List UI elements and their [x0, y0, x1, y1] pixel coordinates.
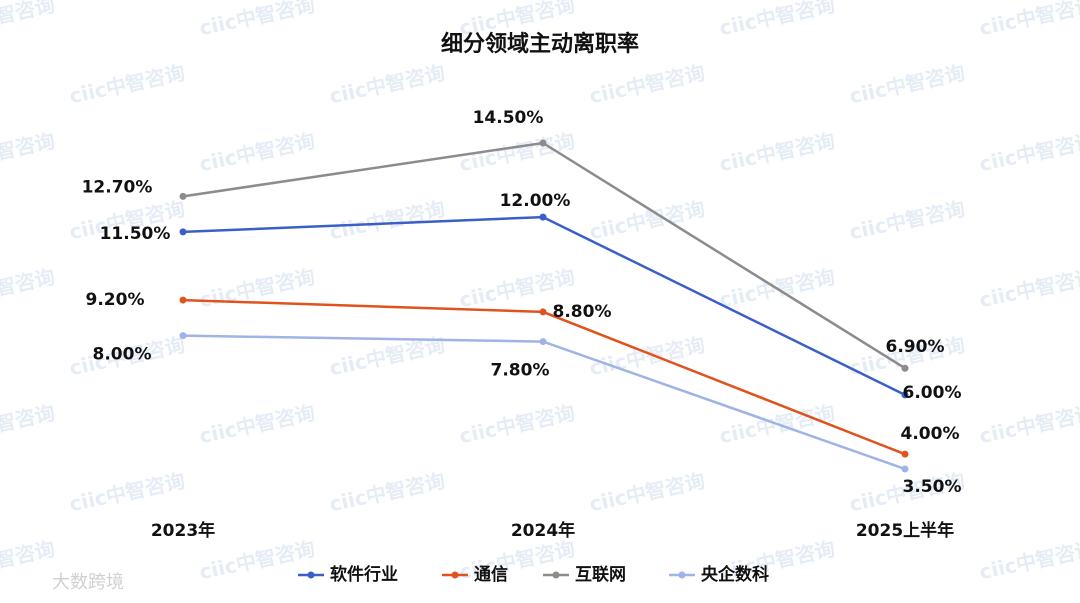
- point: [539, 338, 547, 346]
- corner-watermark: 大数跨境: [52, 572, 124, 593]
- point: [179, 332, 187, 340]
- legend-marker: [451, 571, 459, 579]
- data-label: 4.00%: [901, 424, 960, 444]
- legend-label: 央企数科: [701, 564, 769, 585]
- point: [539, 139, 547, 147]
- point: [179, 192, 187, 200]
- point: [539, 308, 547, 316]
- data-label: 7.80%: [491, 361, 550, 381]
- data-label: 8.80%: [553, 302, 612, 322]
- legend-marker: [552, 571, 560, 579]
- x-tick-label: 2025上半年: [856, 520, 954, 541]
- legend-label: 互联网: [575, 565, 626, 585]
- point: [901, 450, 909, 458]
- point: [901, 364, 909, 372]
- chart-title: 细分领域主动离职率: [441, 31, 639, 57]
- legend-marker: [678, 571, 686, 579]
- data-label: 6.00%: [903, 383, 962, 403]
- point: [901, 391, 909, 399]
- data-label: 12.70%: [82, 177, 153, 197]
- data-label: 12.00%: [500, 191, 571, 211]
- legend-label: 软件行业: [330, 564, 398, 585]
- data-label: 8.00%: [93, 345, 152, 365]
- data-label: 9.20%: [86, 290, 145, 310]
- data-label: 6.90%: [886, 337, 945, 357]
- point: [539, 213, 547, 221]
- legend-marker: [307, 571, 315, 579]
- x-tick-label: 2024年: [511, 520, 575, 541]
- point: [901, 465, 909, 473]
- data-label: 3.50%: [903, 477, 962, 497]
- data-label: 14.50%: [473, 108, 544, 128]
- data-label: 11.50%: [100, 224, 171, 244]
- point: [179, 228, 187, 236]
- point: [179, 296, 187, 304]
- x-tick-label: 2023年: [151, 520, 215, 541]
- legend-label: 通信: [474, 564, 508, 585]
